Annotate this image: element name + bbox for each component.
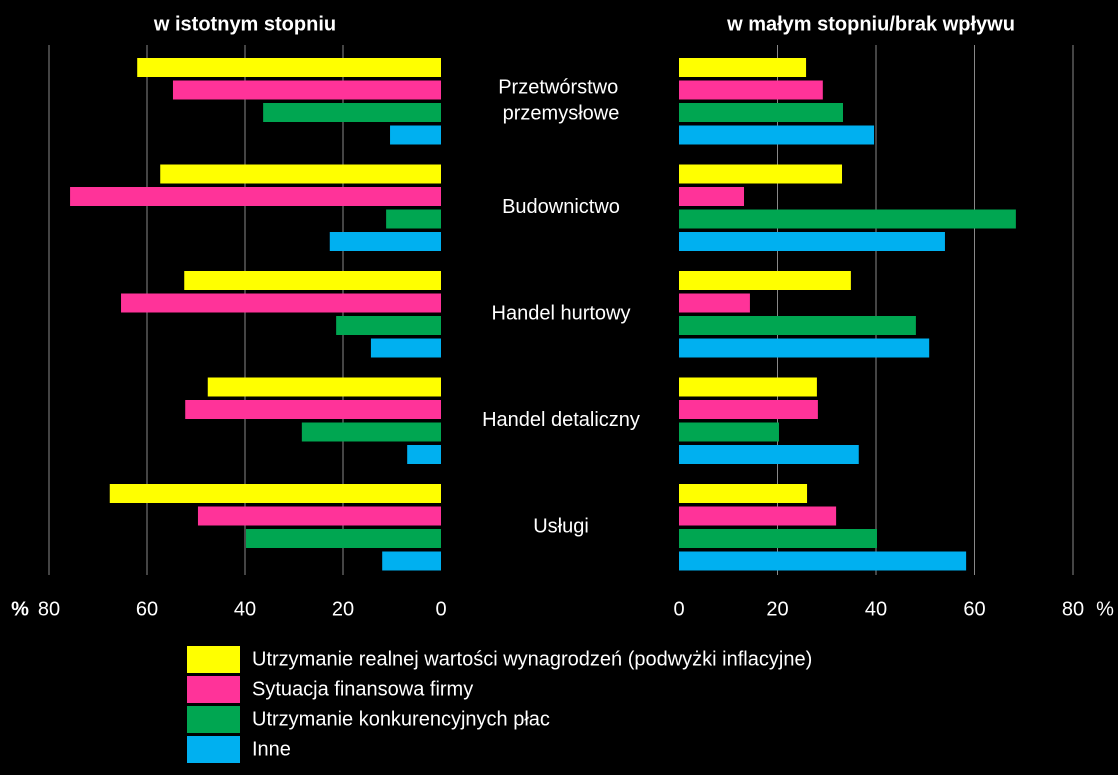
bar (679, 422, 779, 442)
bar (679, 187, 745, 206)
bar (245, 529, 441, 548)
bar (679, 316, 916, 335)
bar (679, 80, 823, 100)
x-tick-label: 60 (963, 598, 985, 620)
category-label: Przetwórstwo przemysłowe (498, 77, 624, 125)
bar (679, 271, 851, 290)
legend-label: Utrzymanie realnej wartości wynagrodzeń … (252, 648, 812, 670)
category-label: Handel hurtowy (492, 303, 631, 325)
x-tick-label: 0 (673, 598, 684, 620)
bar (137, 58, 441, 77)
bar (184, 271, 442, 290)
legend-swatch (187, 706, 240, 733)
bar (679, 529, 877, 548)
x-tick-label: 40 (865, 598, 887, 620)
bar (263, 103, 441, 122)
bar (301, 422, 441, 442)
legend-swatch (187, 676, 240, 703)
x-tick-label: 80 (1062, 598, 1084, 620)
panel-title: w istotnym stopniu (153, 13, 336, 35)
bar (386, 209, 441, 229)
bar (207, 377, 441, 397)
category-label: Budownictwo (502, 196, 620, 218)
x-tick-label: 0 (435, 598, 446, 620)
bar (679, 506, 837, 526)
panel-title: w małym stopniu/brak wpływu (726, 13, 1015, 35)
bar (160, 164, 442, 184)
bar (679, 400, 818, 419)
bar (679, 58, 807, 77)
x-tick-label: 20 (332, 598, 354, 620)
x-tick-label: 20 (766, 598, 788, 620)
bar (679, 445, 859, 464)
unit-label: % (1096, 598, 1114, 620)
legend-label: Inne (252, 738, 291, 760)
category-label: Usługi (533, 516, 589, 538)
bar (679, 484, 808, 503)
x-tick-label: 80 (38, 598, 60, 620)
bar (679, 338, 930, 358)
legend-swatch (187, 646, 240, 673)
bar (329, 232, 441, 251)
bar (390, 125, 441, 145)
bar (407, 445, 441, 464)
bar (679, 164, 843, 184)
bar (121, 293, 441, 313)
bar (185, 400, 441, 419)
legend-label: Sytuacja finansowa firmy (252, 678, 473, 700)
bar (382, 551, 441, 571)
category-label: Handel detaliczny (482, 409, 640, 431)
bar (679, 103, 844, 122)
bar (679, 293, 750, 313)
bar (679, 209, 1016, 229)
x-tick-label: 40 (234, 598, 256, 620)
unit-label: % (11, 598, 29, 620)
x-tick-label: 60 (136, 598, 158, 620)
bar (370, 338, 441, 358)
bar (197, 506, 441, 526)
bar (679, 232, 945, 251)
bar (679, 377, 817, 397)
bar (172, 80, 441, 100)
bar (336, 316, 441, 335)
bar (109, 484, 441, 503)
bar (679, 551, 967, 571)
legend-swatch (187, 736, 240, 763)
bar (679, 125, 875, 145)
legend-label: Utrzymanie konkurencyjnych płac (252, 708, 550, 730)
bar (70, 187, 441, 206)
